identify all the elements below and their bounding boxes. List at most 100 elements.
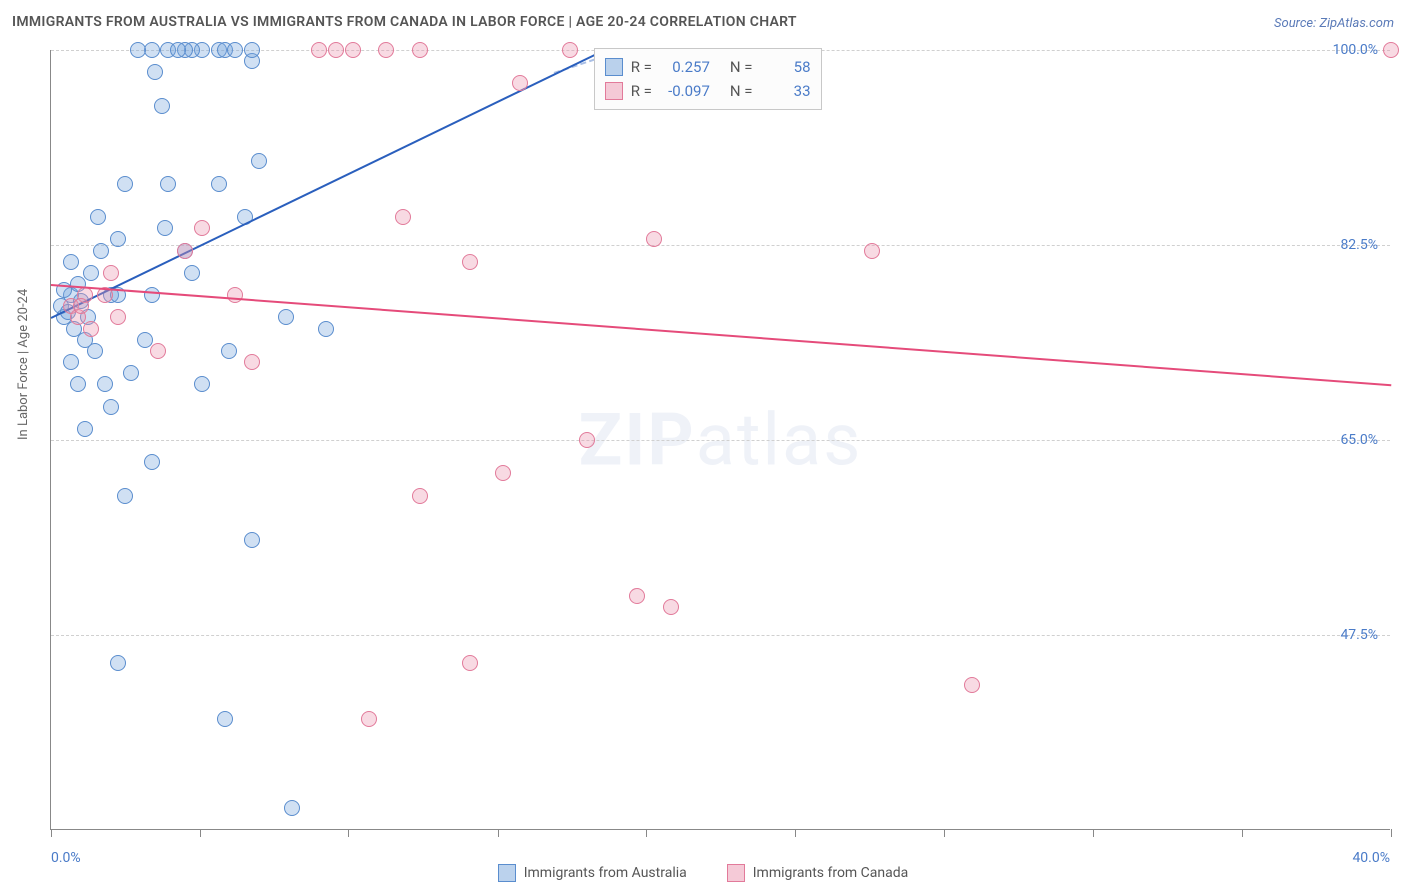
data-point xyxy=(103,399,119,415)
swatch-pink-icon xyxy=(727,864,745,882)
data-point xyxy=(194,376,210,392)
data-point xyxy=(512,75,528,91)
x-tick xyxy=(51,829,52,837)
data-point xyxy=(412,42,428,58)
data-point xyxy=(117,176,133,192)
x-tick xyxy=(200,829,201,837)
data-point xyxy=(462,254,478,270)
data-point xyxy=(144,454,160,470)
data-point xyxy=(130,42,146,58)
data-point xyxy=(361,711,377,727)
data-point xyxy=(137,332,153,348)
data-point xyxy=(251,153,267,169)
data-point xyxy=(227,42,243,58)
data-point xyxy=(663,599,679,615)
y-tick-label: 65.0% xyxy=(1340,432,1378,448)
source-prefix: Source: xyxy=(1274,16,1319,31)
x-tick xyxy=(1242,829,1243,837)
r-label: R = xyxy=(631,55,652,79)
data-point xyxy=(1383,42,1399,58)
data-point xyxy=(318,321,334,337)
chart-title: IMMIGRANTS FROM AUSTRALIA VS IMMIGRANTS … xyxy=(12,14,797,30)
data-point xyxy=(227,287,243,303)
data-point xyxy=(63,254,79,270)
legend-label-australia: Immigrants from Australia xyxy=(524,865,687,881)
data-point xyxy=(170,42,186,58)
data-point xyxy=(284,800,300,816)
legend-item-australia: Immigrants from Australia xyxy=(498,864,687,882)
r-value: -0.097 xyxy=(660,79,710,103)
data-point xyxy=(244,42,260,58)
data-point xyxy=(244,532,260,548)
x-tick xyxy=(348,829,349,837)
y-tick-label: 100.0% xyxy=(1333,42,1378,58)
data-point xyxy=(345,42,361,58)
swatch-blue-icon xyxy=(605,58,623,76)
data-point xyxy=(63,354,79,370)
stats-legend: R =0.257N =58R =-0.097N =33 xyxy=(594,48,822,110)
data-point xyxy=(77,421,93,437)
legend-label-canada: Immigrants from Canada xyxy=(753,865,909,881)
legend-item-canada: Immigrants from Canada xyxy=(727,864,909,882)
data-point xyxy=(462,655,478,671)
data-point xyxy=(103,265,119,281)
x-tick xyxy=(646,829,647,837)
data-point xyxy=(412,488,428,504)
x-tick xyxy=(1093,829,1094,837)
data-point xyxy=(117,488,133,504)
data-point xyxy=(328,42,344,58)
data-point xyxy=(83,321,99,337)
data-point xyxy=(864,243,880,259)
data-point xyxy=(579,432,595,448)
data-point xyxy=(184,265,200,281)
data-point xyxy=(87,343,103,359)
gridline-h xyxy=(51,440,1390,441)
data-point xyxy=(495,465,511,481)
data-point xyxy=(150,343,166,359)
data-point xyxy=(177,243,193,259)
plot-area: ZIPatlas 47.5%65.0%82.5%100.0%0.0%40.0%R… xyxy=(50,50,1390,830)
data-point xyxy=(123,365,139,381)
data-point xyxy=(110,655,126,671)
data-point xyxy=(147,64,163,80)
data-point xyxy=(157,220,173,236)
n-label: N = xyxy=(730,55,753,79)
stats-row: R =-0.097N =33 xyxy=(605,79,811,103)
swatch-pink-icon xyxy=(605,82,623,100)
x-tick xyxy=(498,829,499,837)
gridline-h xyxy=(51,245,1390,246)
y-tick-label: 82.5% xyxy=(1340,237,1378,253)
y-tick-label: 47.5% xyxy=(1340,627,1378,643)
data-point xyxy=(154,98,170,114)
n-value: 58 xyxy=(761,55,811,79)
x-tick xyxy=(944,829,945,837)
y-axis-label: In Labor Force | Age 20-24 xyxy=(16,289,31,440)
n-value: 33 xyxy=(761,79,811,103)
data-point xyxy=(378,42,394,58)
data-point xyxy=(211,176,227,192)
data-point xyxy=(70,376,86,392)
data-point xyxy=(160,176,176,192)
data-point xyxy=(144,287,160,303)
x-tick xyxy=(1391,829,1392,837)
source-citation: Source: ZipAtlas.com xyxy=(1274,12,1394,31)
source-link[interactable]: ZipAtlas.com xyxy=(1319,16,1394,31)
title-bar: IMMIGRANTS FROM AUSTRALIA VS IMMIGRANTS … xyxy=(12,12,1394,31)
data-point xyxy=(110,231,126,247)
data-point xyxy=(90,209,106,225)
stats-row: R =0.257N =58 xyxy=(605,55,811,79)
bottom-legend: Immigrants from Australia Immigrants fro… xyxy=(0,864,1406,882)
data-point xyxy=(194,220,210,236)
data-point xyxy=(110,309,126,325)
r-label: R = xyxy=(631,79,652,103)
data-point xyxy=(97,376,113,392)
data-point xyxy=(217,711,233,727)
data-point xyxy=(311,42,327,58)
swatch-blue-icon xyxy=(498,864,516,882)
x-tick xyxy=(795,829,796,837)
data-point xyxy=(221,343,237,359)
data-point xyxy=(244,354,260,370)
data-point xyxy=(629,588,645,604)
data-point xyxy=(964,677,980,693)
gridline-h xyxy=(51,635,1390,636)
